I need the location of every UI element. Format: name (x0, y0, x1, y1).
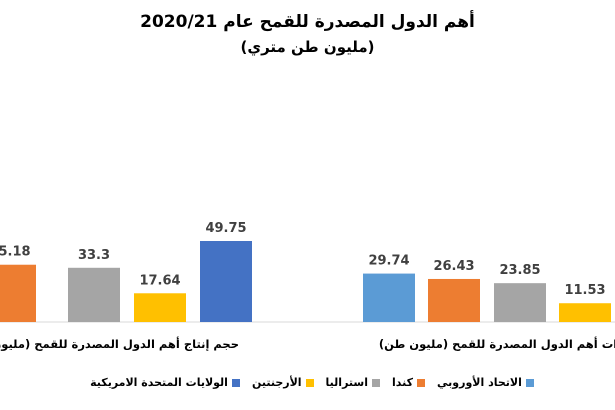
bar-1-2 (494, 283, 546, 322)
data-label-1-3: 11.53 (564, 283, 605, 298)
legend-label: الأرجنتين (251, 376, 302, 389)
legend-swatch (231, 378, 240, 387)
data-label-0-3: 49.75 (205, 221, 246, 236)
data-label-0-2: 17.64 (139, 273, 180, 288)
data-label-0-1: 33.3 (78, 248, 110, 263)
bar-1-1 (428, 278, 480, 322)
legend-item-1: الأرجنتين (252, 376, 314, 389)
legend-label: الاتحاد الأوروبي (437, 376, 522, 389)
legend-label: كندا (392, 376, 414, 389)
legend-item-3: كندا (392, 376, 426, 389)
legend-label: الولايات المتحدة الامريكية (90, 376, 228, 389)
legend-swatch (372, 378, 380, 387)
legend-swatch (417, 378, 426, 387)
data-label-1-1: 26.43 (433, 259, 474, 274)
bar-1-3 (559, 303, 611, 322)
legend-item-0: الولايات المتحدة الامريكية (90, 376, 240, 389)
data-label-1-2: 23.85 (499, 263, 540, 278)
bar-1-0 (363, 273, 415, 322)
bar-0-0 (0, 264, 36, 322)
data-label-1-0: 29.74 (368, 254, 409, 269)
legend-label: استراليا (325, 376, 368, 389)
chart-subtitle: (مليون طن متري) (240, 38, 375, 56)
legend-swatch (525, 378, 534, 387)
legend-item-4: الاتحاد الأوروبي (437, 376, 534, 389)
bar-0-2 (134, 293, 186, 322)
category-label-0: حجم إنتاج أهم الدول المصدرة للقمح (مليون… (0, 336, 239, 352)
chart-legend: الولايات المتحدة الامريكية الأرجنتين استرا… (62, 376, 562, 389)
legend-swatch (305, 378, 314, 387)
category-label-1: صادرات أهم الدول المصدرة للقمح (مليون طن… (379, 336, 615, 352)
chart-title: أهم الدول المصدرة للقمح عام 2020/21 (140, 12, 475, 32)
legend-item-2: استراليا (326, 376, 380, 389)
data-label-0-0: 35.18 (0, 245, 31, 260)
bar-0-3 (200, 241, 252, 322)
bar-0-1 (68, 267, 120, 322)
